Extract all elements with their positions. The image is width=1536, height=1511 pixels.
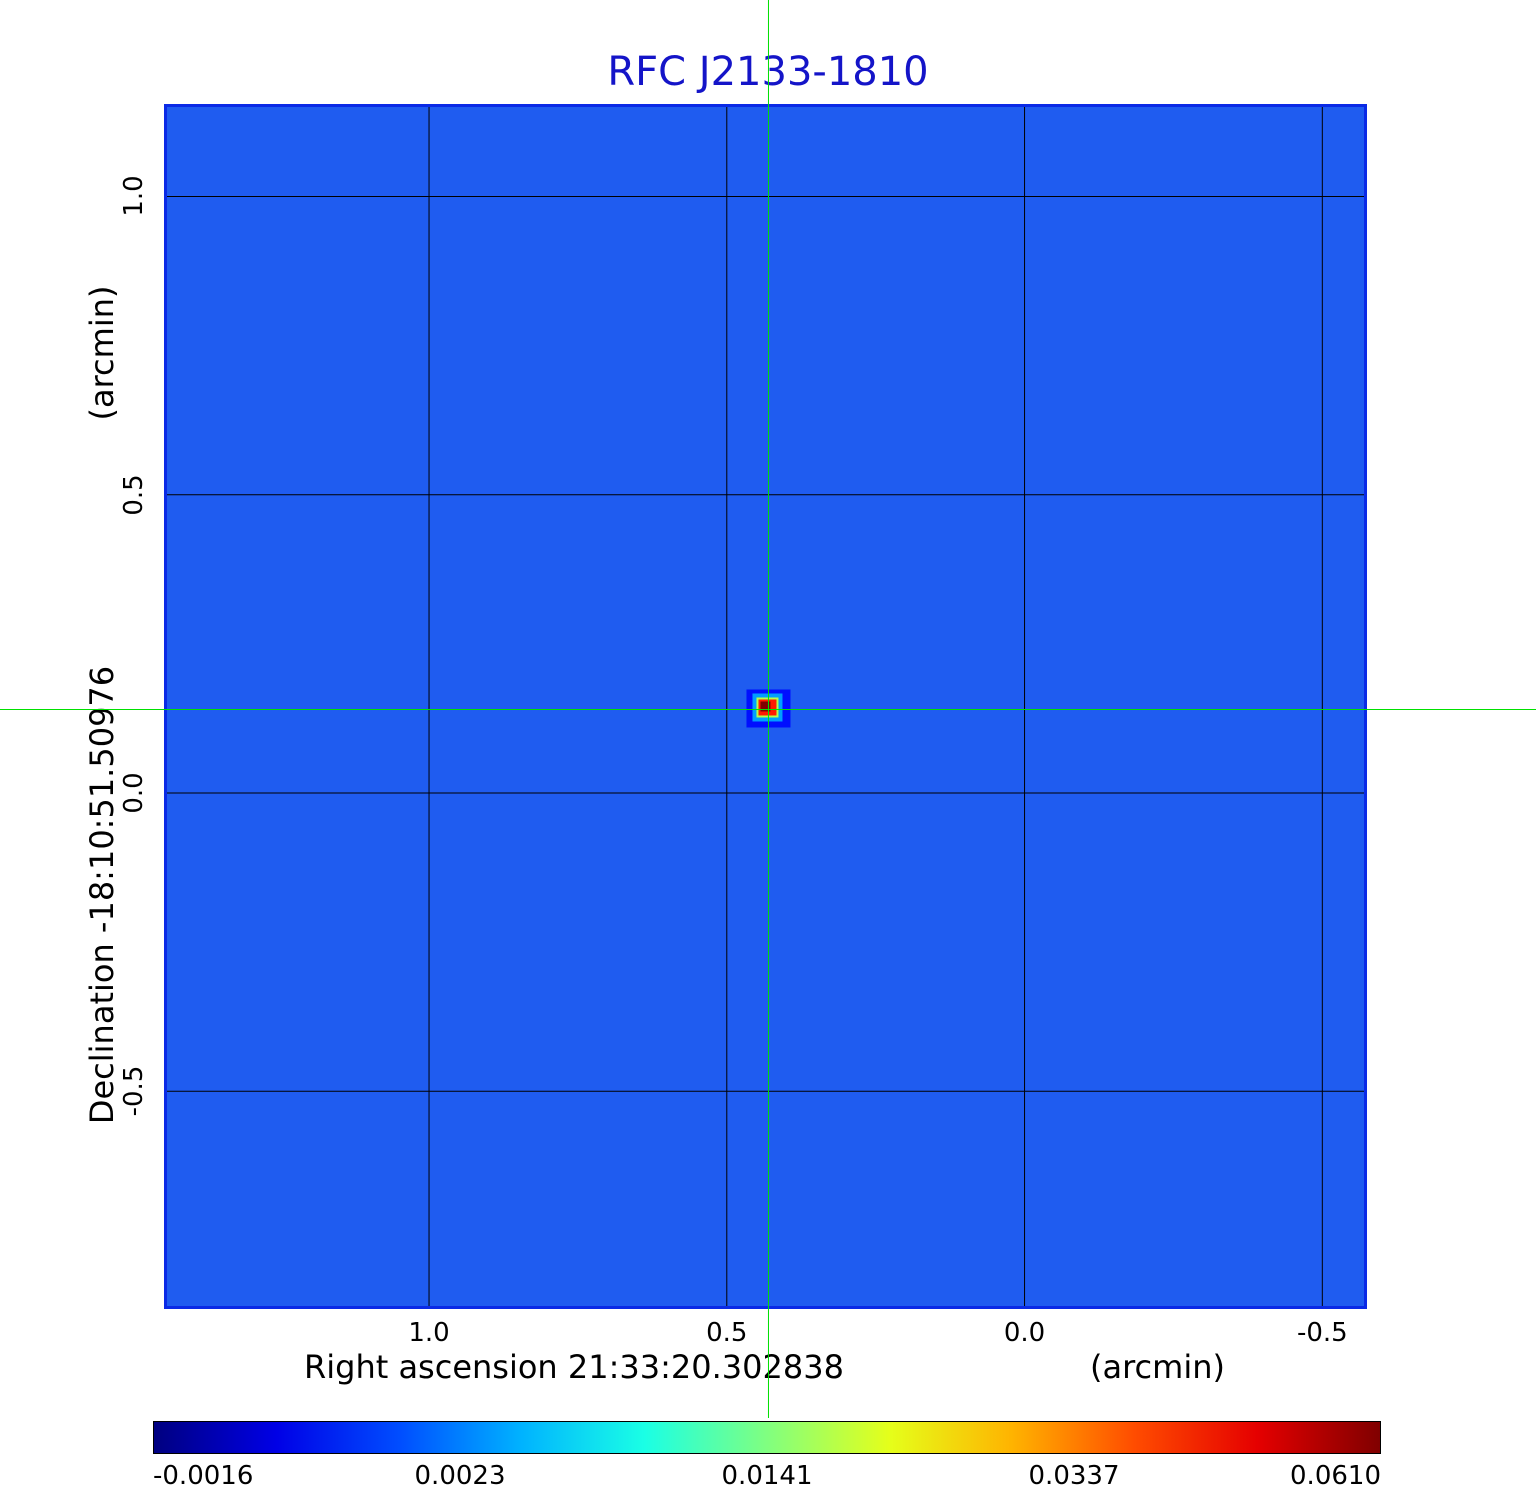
y-axis-label: Declination -18:10:51.50976 [83, 665, 121, 1125]
source-pixel-4 [760, 701, 771, 712]
x-tick-label: 1.0 [408, 1318, 450, 1348]
x-tick-label: 0.5 [706, 1318, 748, 1348]
x-axis-label: Right ascension 21:33:20.302838 [304, 1348, 844, 1386]
x-tick-label: 0.0 [1003, 1318, 1046, 1348]
x-axis-unit: (arcmin) [1090, 1348, 1225, 1386]
colorbar-tick-label: 0.0610 [1290, 1461, 1381, 1491]
y-tick-label: -0.5 [119, 1065, 149, 1117]
y-axis-unit: (arcmin) [83, 285, 121, 421]
colorbar-tick-label: 0.0337 [1028, 1461, 1120, 1491]
y-tick-label: 0.5 [119, 474, 149, 516]
y-tick-label: 0.0 [119, 772, 149, 814]
colorbar-tick-label: 0.0023 [414, 1461, 506, 1491]
image-plot-area[interactable] [164, 104, 1367, 1309]
y-tick-label: 1.0 [119, 175, 149, 218]
colorbar [153, 1421, 1381, 1454]
chart-title: RFC J2133-1810 [607, 49, 929, 95]
intensity-map [167, 107, 1364, 1306]
colorbar-tick-label: -0.0016 [153, 1461, 254, 1491]
colorbar-tick-label: 0.0141 [721, 1461, 813, 1491]
x-tick-label: -0.5 [1296, 1318, 1348, 1348]
